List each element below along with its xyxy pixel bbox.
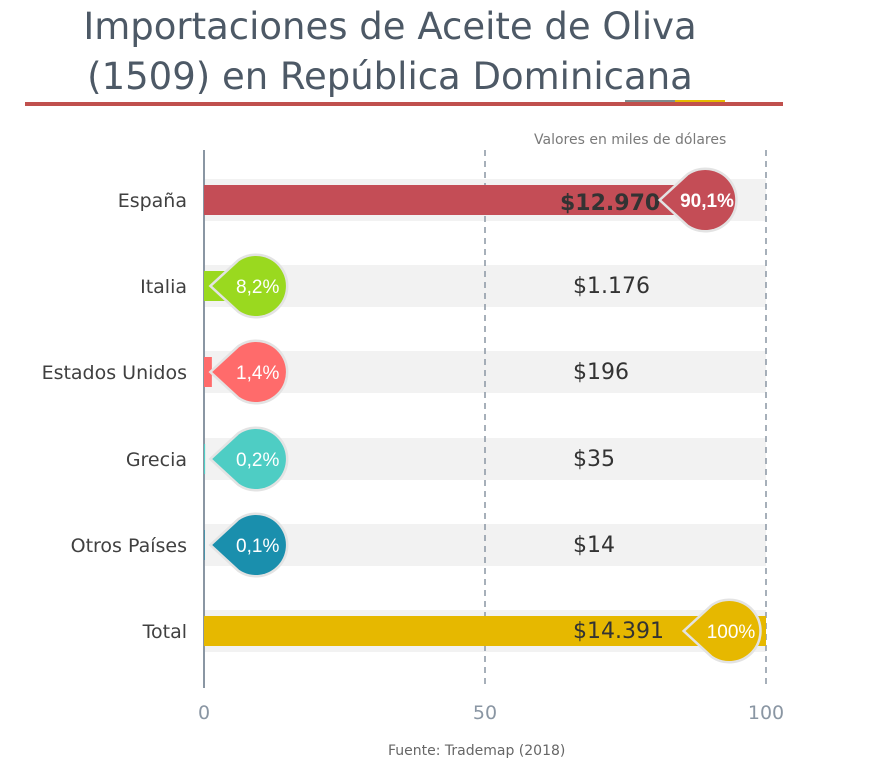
value-label: $1.176 <box>573 274 650 299</box>
category-label: Otros Países <box>71 535 187 557</box>
percent-badges: 90,1% 8,2% 1,4% 0,2% 0,1% 100% <box>208 167 762 664</box>
value-label: $12.970 <box>560 191 660 216</box>
value-label: $35 <box>573 447 615 472</box>
value-label: $14 <box>573 533 615 558</box>
x-tick-labels: 0 50 100 <box>198 702 784 724</box>
chart-title-line-1: Importaciones de Aceite de Oliva <box>83 5 697 48</box>
percent-badge <box>685 600 760 661</box>
percent-label: 0,1% <box>236 536 279 557</box>
bar <box>204 616 766 646</box>
x-tick-label: 0 <box>198 702 210 724</box>
category-label: Grecia <box>126 449 187 471</box>
bar <box>204 185 711 215</box>
gridlines <box>203 150 767 688</box>
percent-badge <box>212 342 286 402</box>
category-label: España <box>118 190 187 212</box>
value-label: $14.391 <box>573 619 664 644</box>
category-labels: España Italia Estados Unidos Grecia Otros Pa… <box>42 190 187 643</box>
bar <box>204 357 212 387</box>
chart-title-line-2: (1509) en República Dominicana <box>87 55 693 98</box>
title-underline <box>25 102 783 106</box>
source-note: Fuente: Trademap (2018) <box>388 743 566 759</box>
category-label: Total <box>142 621 187 643</box>
percent-badge <box>212 429 286 490</box>
percent-label: 100% <box>707 622 756 643</box>
percent-label: 0,2% <box>236 450 279 471</box>
percent-badge <box>661 170 736 231</box>
chart-title: Importaciones de Aceite de Oliva (1509) … <box>40 2 740 102</box>
percent-label: 90,1% <box>680 191 734 212</box>
category-label: Italia <box>140 276 187 298</box>
x-tick-label: 50 <box>473 702 497 724</box>
percent-badge <box>212 256 286 316</box>
bar <box>204 530 205 560</box>
title-underline-accent <box>625 100 725 102</box>
category-label: Estados Unidos <box>42 362 187 384</box>
percent-badge <box>212 515 286 575</box>
value-labels: $12.970 $1.176 $196 $35 $14 $14.391 <box>560 191 664 644</box>
percent-label: 1,4% <box>236 363 279 384</box>
units-note: Valores en miles de dólares <box>534 132 727 148</box>
x-tick-label: 100 <box>748 702 784 724</box>
value-label: $196 <box>573 360 629 385</box>
bar <box>204 444 206 474</box>
percent-label: 8,2% <box>236 277 279 298</box>
bars <box>204 185 766 646</box>
